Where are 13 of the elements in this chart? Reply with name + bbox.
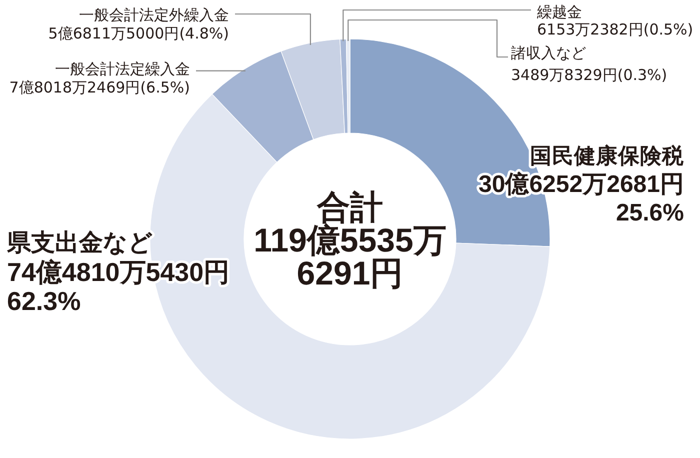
- slice-label: 県支出金など: [6, 230, 153, 256]
- slice-label: 一般会計法定外繰入金: [79, 6, 229, 24]
- slice-label: 繰越金: [536, 3, 582, 21]
- data-label: 3489万8329円(0.3%): [511, 66, 668, 84]
- data-label: 7億8018万2469円(6.5%): [9, 78, 190, 96]
- slice-label: 一般会計法定繰入金: [55, 60, 190, 78]
- data-label: 30億6252万2681円 25.6%: [478, 171, 684, 226]
- data-label: 6153万2382円(0.5%): [537, 20, 694, 38]
- data-label: 74億4810万5430円 62.3%: [7, 257, 230, 316]
- slice-label: 諸収入など: [511, 44, 586, 62]
- slice-label: 国民健康保険税: [530, 143, 685, 168]
- text: 合計: [316, 188, 383, 226]
- data-label: 5億6811万5000円(4.8%): [48, 24, 229, 42]
